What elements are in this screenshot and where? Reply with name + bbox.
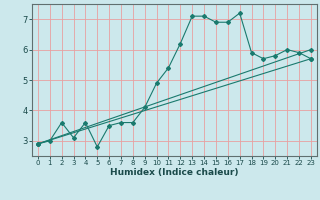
X-axis label: Humidex (Indice chaleur): Humidex (Indice chaleur) <box>110 168 239 177</box>
